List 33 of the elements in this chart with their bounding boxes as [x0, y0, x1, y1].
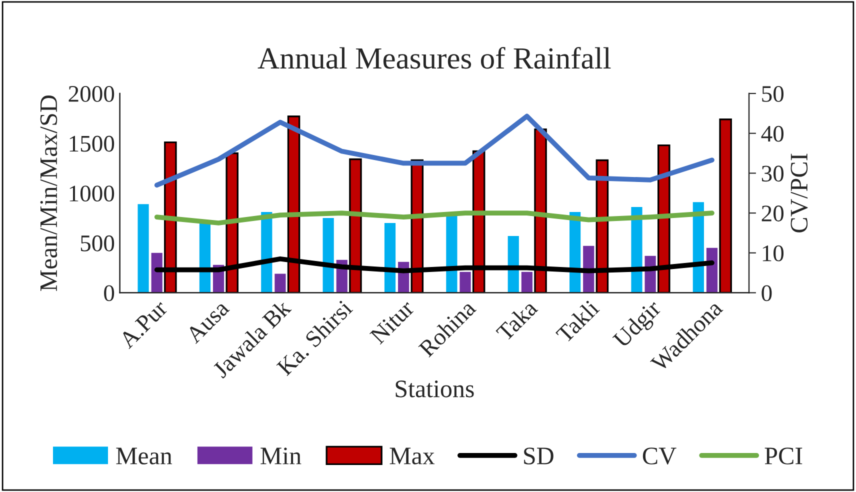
- y2-tick-label: 20: [762, 206, 784, 222]
- y2-tick-label: 40: [761, 126, 784, 142]
- x-axis-title: Stations: [396, 380, 474, 398]
- bar: [460, 272, 471, 293]
- y2-tick-label: 0: [762, 285, 772, 302]
- bar: [322, 218, 334, 293]
- y-tick-label: 0: [104, 285, 114, 302]
- bar: [521, 272, 532, 293]
- legend-label: Min: [260, 448, 302, 464]
- y2-tick-label: 30: [762, 166, 784, 182]
- legend-label: Max: [390, 448, 435, 464]
- bar: [446, 215, 458, 293]
- y2-axis-title: CV/PCI: [790, 154, 808, 232]
- y-tick-label: 2000: [68, 86, 114, 102]
- legend-label: PCI: [764, 448, 802, 464]
- chart-title: Annual Measures of Rainfall: [258, 46, 611, 69]
- legend-label: Mean: [116, 448, 172, 464]
- bar: [719, 118, 732, 293]
- bar: [274, 274, 286, 293]
- y-tick-label: 1000: [70, 186, 114, 202]
- bar: [138, 204, 149, 293]
- y2-tick-label: 10: [762, 245, 784, 262]
- x-tick-label: Taka: [495, 298, 538, 342]
- bar: [384, 223, 396, 293]
- bar: [706, 248, 718, 293]
- legend-label: SD: [524, 448, 554, 464]
- y-axis-title: Mean/Min/Max/SD: [40, 96, 58, 292]
- legend-label: CV: [642, 448, 676, 465]
- line-series: [154, 114, 714, 188]
- line-series: [154, 210, 714, 226]
- y2-tick-label: 50: [762, 86, 784, 102]
- y-tick-label: 500: [80, 235, 114, 252]
- y-tick-label: 1500: [70, 136, 114, 152]
